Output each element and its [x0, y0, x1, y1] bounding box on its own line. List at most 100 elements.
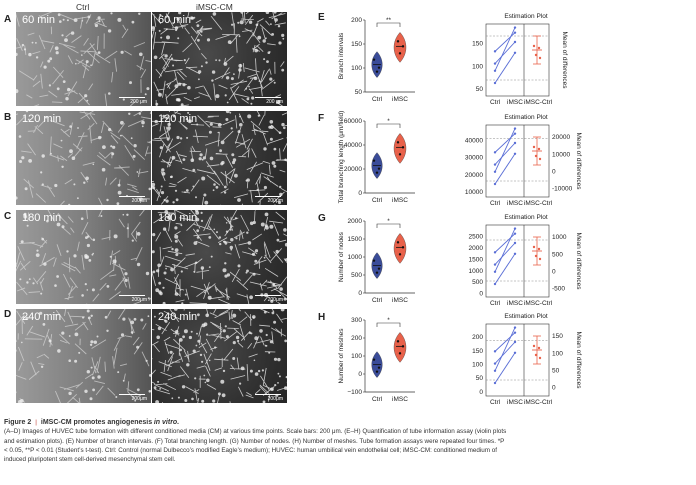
- estimation-diff-point: [537, 346, 541, 350]
- estimation-right-tick-label: 1000: [552, 234, 567, 241]
- significance-marker: *: [387, 118, 390, 125]
- ctrl-micrograph-240-min: 240 min 200μm: [16, 309, 151, 403]
- violin-point-ctrl: [372, 358, 376, 361]
- violin-point-ctrl: [375, 370, 379, 373]
- estimation-point-imsc: [513, 26, 517, 29]
- scale-bar-label: 200 μm: [266, 99, 283, 105]
- violin-point-ctrl: [372, 58, 376, 61]
- scale-bar: [119, 97, 145, 98]
- estimation-point-ctrl: [493, 62, 497, 65]
- estimation-paired-line: [494, 228, 516, 272]
- violin-y-label: Number of nodes: [338, 231, 345, 282]
- violin-y-tick-label: 150: [351, 41, 362, 48]
- row-letter-c: C: [4, 211, 12, 222]
- violin-y-label: Branch intervals: [338, 32, 345, 79]
- estimation-point-imsc: [513, 152, 517, 155]
- violin-y-tick-label: 1500: [348, 236, 363, 243]
- estimation-paired-line: [494, 32, 516, 52]
- violin-x-label-ctrl: Ctrl: [372, 197, 383, 204]
- estimation-paired-line: [494, 153, 516, 185]
- violin-x-label-imsc: iMSC: [392, 197, 408, 204]
- estimation-right-tick-label: 150: [552, 333, 563, 340]
- figure-caption: Figure 2 | iMSC-CM promotes angiogenesis i…: [4, 418, 692, 464]
- imsc-micrograph-60-min: 60 min 200 μm: [152, 12, 287, 106]
- estimation-y-tick-label: 1500: [469, 256, 484, 263]
- estimation-y-tick-label: 150: [472, 348, 483, 355]
- estimation-y-tick-label: 200: [472, 334, 483, 341]
- scale-bar-label: 200μm: [131, 198, 147, 204]
- estimation-right-tick-label: 50: [552, 367, 560, 374]
- row-letter-b: B: [4, 112, 12, 123]
- violin-point-ctrl: [377, 366, 381, 369]
- estimation-right-tick-label: -10000: [552, 185, 573, 192]
- violin-point-ctrl: [372, 259, 376, 262]
- violin-point-imsc: [396, 340, 400, 343]
- estimation-x-label-diff: iMSC-Ctrl: [524, 99, 553, 106]
- estimation-x-label-imsc: iMSC: [507, 399, 523, 406]
- estimation-diff-point: [534, 254, 538, 258]
- estimation-right-tick-label: -500: [552, 285, 565, 292]
- violin-x-label-imsc: iMSC: [392, 297, 408, 304]
- significance-marker: **: [386, 17, 392, 24]
- estimation-point-imsc: [513, 51, 517, 54]
- violin-point-ctrl: [372, 159, 376, 162]
- estimation-x-label-ctrl: Ctrl: [490, 99, 501, 106]
- estimation-point-imsc: [513, 351, 517, 354]
- estimation-point-imsc: [513, 31, 517, 34]
- estimation-paired-line: [494, 352, 516, 384]
- estimation-x-label-ctrl: Ctrl: [490, 300, 501, 307]
- caption-title-italic: in vitro.: [153, 419, 180, 426]
- estimation-point-imsc: [513, 241, 517, 245]
- estimation-y-label: Mean of differences: [575, 133, 582, 191]
- estimation-point-ctrl: [493, 270, 497, 273]
- significance-marker: *: [387, 317, 390, 324]
- ctrl-micrograph-180-min: 180 min 200μm: [16, 210, 151, 304]
- estimation-diff-point: [534, 353, 538, 357]
- time-label: 60 min: [22, 14, 56, 26]
- estimation-point-ctrl: [493, 362, 497, 365]
- estimation-x-label-diff: iMSC-Ctrl: [524, 200, 553, 207]
- estimation-y-tick-label: 20000: [465, 172, 483, 179]
- estimation-diff-point: [534, 53, 538, 57]
- estimation-y-label: Mean of differences: [575, 332, 582, 390]
- estimation-y-tick-label: 100: [472, 63, 483, 70]
- scale-bar: [119, 394, 145, 395]
- estimation-diff-point: [532, 145, 536, 149]
- imsc-micrograph-180-min: 180 min 200μm: [152, 210, 287, 304]
- violin-y-tick-label: −100: [347, 389, 362, 396]
- estimation-right-tick-label: 0: [552, 384, 556, 391]
- violin-imsc: [393, 32, 407, 63]
- row-letter-d: D: [4, 309, 12, 320]
- scale-bar: [255, 394, 281, 395]
- violin-y-tick-label: 40000: [344, 142, 362, 149]
- estimation-diff-point: [537, 147, 541, 151]
- estimation-diff-point: [538, 257, 542, 261]
- estimation-point-ctrl: [493, 50, 497, 53]
- violin-y-tick-label: 20000: [344, 166, 362, 173]
- estimation-frame: [485, 224, 550, 298]
- scale-bar-label: 200μm: [267, 198, 283, 204]
- violin-imsc: [393, 233, 407, 264]
- estimation-y-label: Mean of differences: [575, 233, 582, 291]
- ctrl-micrograph-60-min: 60 min 200 μm: [16, 12, 151, 106]
- ctrl-micrograph-120-min: 120 min 200μm: [16, 111, 151, 205]
- estimation-diff-point: [537, 247, 541, 251]
- estimation-paired-line: [494, 128, 516, 172]
- estimation-y-tick-label: 500: [472, 279, 483, 286]
- estimation-right-tick-label: 0: [552, 168, 556, 175]
- violin-point-ctrl: [375, 271, 379, 274]
- estimation-title: Estimation Plot: [504, 114, 548, 121]
- time-label: 180 min: [158, 212, 198, 224]
- estimation-point-imsc: [513, 227, 517, 230]
- violin-y-tick-label: 0: [358, 371, 362, 378]
- significance-bracket: [376, 22, 401, 27]
- imsc-micrograph-240-min: 240 min 200μm: [152, 309, 287, 403]
- caption-title: iMSC-CM promotes angiogenesis: [40, 419, 153, 426]
- estimation-point-ctrl: [493, 282, 497, 286]
- estimation-point-imsc: [513, 232, 517, 235]
- caption-line-4: induced pluripotent stem cell-derived me…: [4, 456, 176, 464]
- violin-point-imsc: [398, 153, 402, 156]
- violin-point-imsc: [398, 352, 402, 355]
- time-label: 240 min: [22, 311, 62, 323]
- estimation-y-tick-label: 1000: [469, 268, 484, 275]
